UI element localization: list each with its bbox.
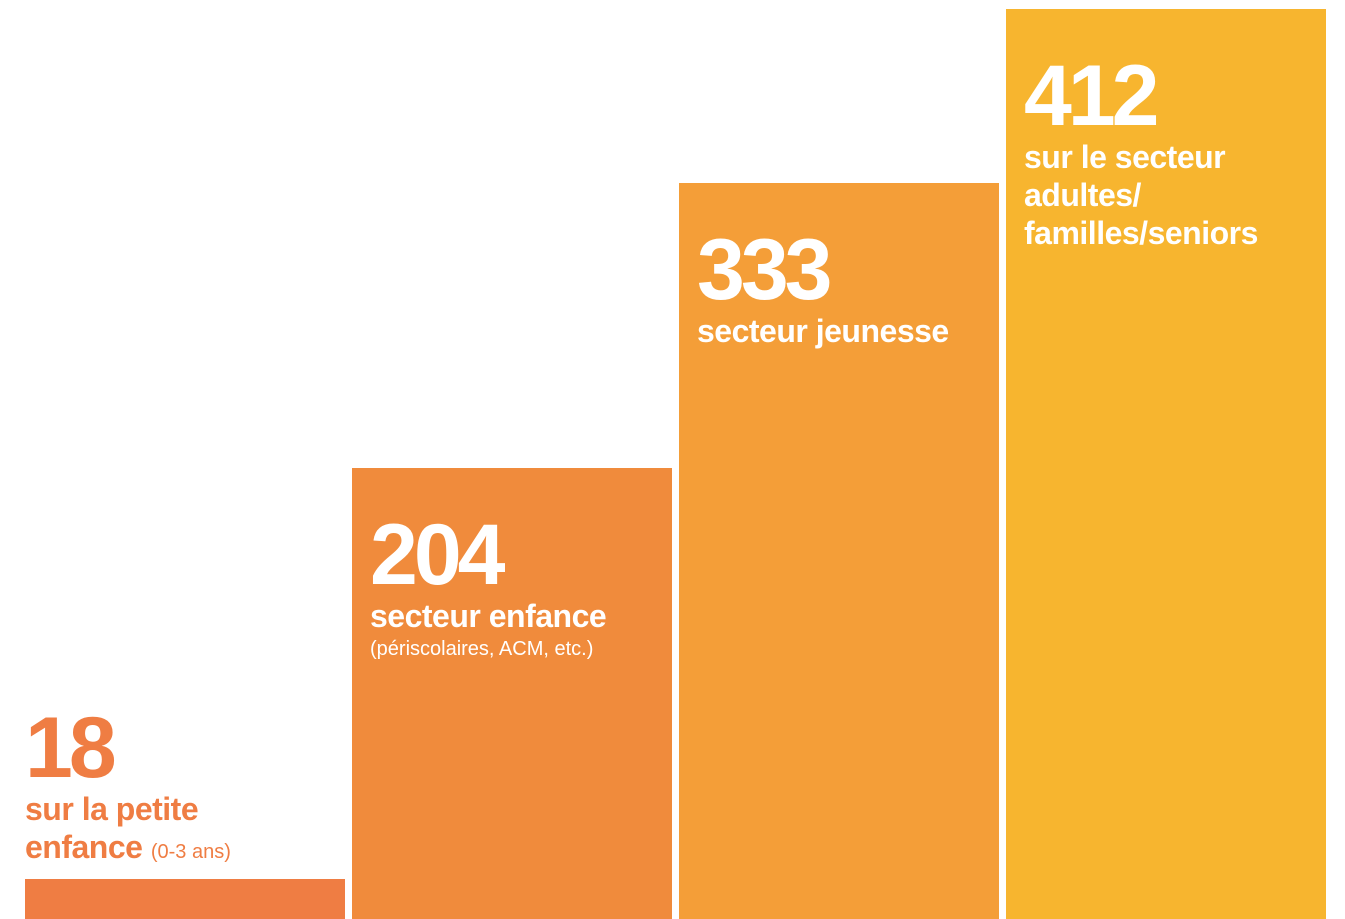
bar-category-line: familles/seniors (1024, 214, 1258, 251)
bar-4 (1006, 9, 1326, 919)
bar-category-line: sur le secteur (1024, 139, 1226, 175)
bar-1 (25, 879, 345, 919)
bar-category-line: adultes/ (1024, 176, 1141, 213)
bar-label-4: 412 sur le secteur adultes/familles/senior… (1024, 53, 1345, 252)
bar-category-note: (0-3 ans) (150, 840, 231, 863)
bar-value: 333 (697, 222, 833, 319)
bar-category-line: secteur enfance (370, 598, 607, 635)
bar-3 (679, 183, 999, 919)
bar-label-3: 333 secteur jeunesse (697, 227, 1037, 351)
bar-label-1: 18 sur la petite enfance (0-3 ans) (25, 705, 365, 867)
bar-category-line: enfance (0-3 ans) (25, 828, 231, 865)
bar-value: 412 (1024, 48, 1160, 144)
bar-label-2: 204 secteur enfance (périscolaires, ACM, e… (370, 512, 710, 662)
bar-value: 18 (25, 700, 117, 797)
bar-2 (352, 468, 672, 919)
bar-category-line: sur la petite (25, 791, 199, 828)
bar-value: 204 (370, 507, 506, 604)
bar-category-line: secteur jeunesse (697, 313, 949, 350)
bar-category-note: (périscolaires, ACM, etc.) (370, 638, 594, 661)
